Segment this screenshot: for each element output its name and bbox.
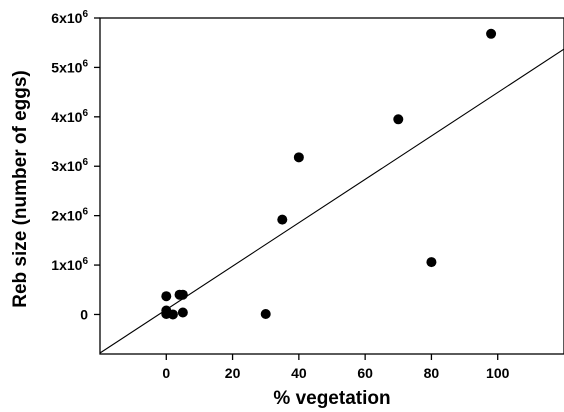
y-tick-label: 4x106 [51, 108, 88, 125]
x-axis-ticks: 0 20 40 60 80 100 [162, 354, 510, 381]
data-point [167, 309, 178, 320]
y-tick-label: 2x106 [51, 207, 88, 224]
data-point [277, 214, 288, 225]
plot-frame [99, 17, 564, 355]
y-tick-label: 0 [80, 306, 88, 322]
x-tick-label: 100 [486, 365, 510, 381]
regression-line-group [99, 48, 564, 354]
data-points [161, 28, 497, 320]
x-tick-label: 40 [291, 365, 307, 381]
y-tick-label: 3x106 [51, 157, 88, 174]
data-point [177, 289, 188, 300]
data-point [293, 152, 304, 163]
y-axis-title: Reb size (number of eggs) [10, 70, 31, 308]
data-point [486, 28, 497, 39]
x-axis-title: % vegetation [273, 388, 390, 409]
regression-line [99, 48, 564, 354]
x-tick-label: 0 [162, 365, 170, 381]
x-tick-label: 60 [357, 365, 373, 381]
x-tick-label: 80 [424, 365, 440, 381]
data-point [177, 307, 188, 318]
y-tick-label: 6x106 [51, 9, 88, 26]
y-axis-ticks: 0 1x106 2x106 3x106 4x106 5x106 6x106 [51, 9, 100, 322]
x-tick-label: 20 [225, 365, 241, 381]
y-tick-label: 1x106 [51, 256, 88, 273]
data-point [161, 291, 172, 302]
data-point [393, 114, 404, 125]
data-point [426, 257, 437, 268]
y-tick-label: 5x106 [51, 58, 88, 75]
data-point [260, 308, 271, 319]
